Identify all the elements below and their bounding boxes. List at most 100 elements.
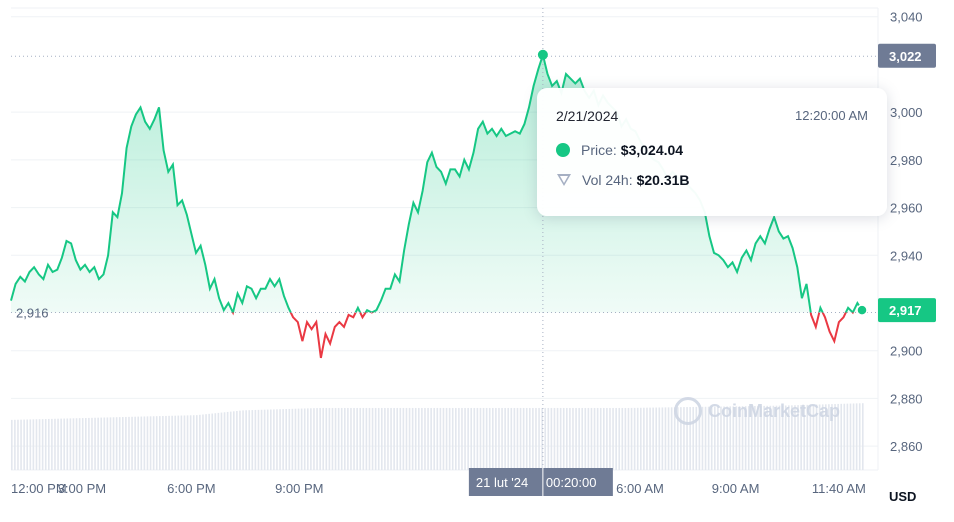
- volume-bar: [72, 418, 75, 470]
- volume-bar: [405, 407, 408, 470]
- volume-bar: [38, 419, 41, 470]
- x-tick-label: 6:00 PM: [167, 481, 215, 496]
- volume-bar: [806, 404, 809, 470]
- volume-bar: [744, 406, 747, 470]
- volume-bar: [828, 404, 830, 470]
- volume-bar: [599, 407, 602, 470]
- volume-bar: [732, 406, 735, 470]
- volume-bar: [11, 419, 13, 470]
- volume-bar: [488, 407, 491, 470]
- volume-bar: [14, 419, 16, 470]
- volume-bar: [630, 407, 633, 470]
- crosshair-price-tag: [878, 43, 936, 68]
- volume-bar: [381, 407, 383, 470]
- volume-bar: [23, 419, 25, 470]
- volume-bar: [458, 407, 460, 470]
- volume-bar: [781, 405, 784, 470]
- volume-bar: [390, 407, 392, 470]
- price-area-fill: [11, 54, 862, 313]
- volume-bar: [461, 407, 463, 470]
- volume-bar: [862, 403, 864, 470]
- volume-bar: [109, 417, 112, 470]
- volume-bar: [797, 405, 799, 470]
- volume-bar: [118, 417, 121, 470]
- volume-bar: [276, 409, 278, 470]
- x-tick-label: 9:00 AM: [712, 481, 760, 496]
- volume-bar: [427, 407, 429, 470]
- volume-bar: [300, 408, 303, 470]
- volume-bar: [229, 411, 232, 470]
- volume-bar: [581, 407, 584, 470]
- volume-bar: [75, 418, 78, 470]
- coinmarketcap-watermark: CoinMarketCap: [674, 397, 840, 425]
- volume-bar: [54, 418, 56, 470]
- volume-bar: [48, 418, 50, 470]
- volume-bar: [479, 407, 482, 470]
- volume-bar: [288, 408, 291, 470]
- volume-bar: [559, 407, 562, 470]
- volume-bar: [794, 405, 796, 470]
- volume-bar: [621, 407, 624, 470]
- volume-bar: [155, 416, 158, 470]
- volume-bar: [20, 419, 22, 470]
- volume-bars: [11, 403, 864, 470]
- volume-bar: [94, 417, 96, 470]
- volume-bar: [263, 409, 266, 470]
- volume-bar: [165, 415, 167, 470]
- volume-bar: [652, 407, 654, 470]
- volume-bar: [353, 407, 355, 470]
- volume-bar: [436, 407, 439, 470]
- volume-bar: [834, 404, 836, 470]
- x-tick-label: 6:00 AM: [616, 481, 664, 496]
- volume-bar: [473, 407, 476, 470]
- volume-bar: [855, 403, 858, 470]
- volume-bar: [402, 407, 405, 470]
- volume-bar: [162, 416, 164, 470]
- volume-bar: [513, 407, 516, 470]
- baseline-label: 2,916: [16, 306, 49, 321]
- volume-bar: [356, 407, 358, 470]
- volume-bar: [714, 406, 716, 470]
- volume-bar: [134, 416, 136, 470]
- volume-bar: [393, 407, 395, 470]
- volume-bar: [433, 407, 436, 470]
- volume-bar: [112, 417, 115, 470]
- y-tick-label: 2,900: [890, 344, 923, 359]
- volume-bar: [747, 406, 750, 470]
- volume-bar: [510, 407, 513, 470]
- volume-bar: [270, 409, 272, 470]
- volume-bar: [710, 406, 713, 470]
- volume-bar: [260, 409, 263, 470]
- volume-bar: [424, 407, 426, 470]
- volume-bar: [245, 410, 247, 470]
- volume-bar: [692, 406, 695, 470]
- volume-bar: [307, 408, 309, 470]
- volume-bar: [772, 405, 775, 470]
- volume-bar: [344, 407, 346, 470]
- volume-bar: [337, 407, 340, 470]
- volume-bar: [448, 407, 451, 470]
- volume-bar: [146, 416, 149, 470]
- volume-bar: [313, 408, 315, 470]
- volume-bar: [291, 408, 294, 470]
- volume-bar: [840, 403, 843, 470]
- volume-bar: [418, 407, 420, 470]
- price-line-above-baseline: [10, 51, 863, 313]
- volume-bar: [51, 418, 53, 470]
- volume-bar: [183, 415, 186, 470]
- volume-bar: [532, 407, 534, 470]
- volume-bar: [85, 417, 87, 470]
- volume-bar: [177, 415, 180, 470]
- volume-bar: [115, 417, 118, 470]
- volume-bar: [340, 407, 343, 470]
- volume-bar: [32, 419, 35, 470]
- volume-bar: [251, 410, 254, 470]
- volume-bar: [735, 406, 738, 470]
- volume-bar: [507, 407, 510, 470]
- current-price-tag: [878, 298, 936, 323]
- volume-bar: [143, 416, 146, 470]
- volume-bar: [818, 404, 821, 470]
- volume-bar: [81, 418, 84, 470]
- volume-bar: [763, 405, 765, 470]
